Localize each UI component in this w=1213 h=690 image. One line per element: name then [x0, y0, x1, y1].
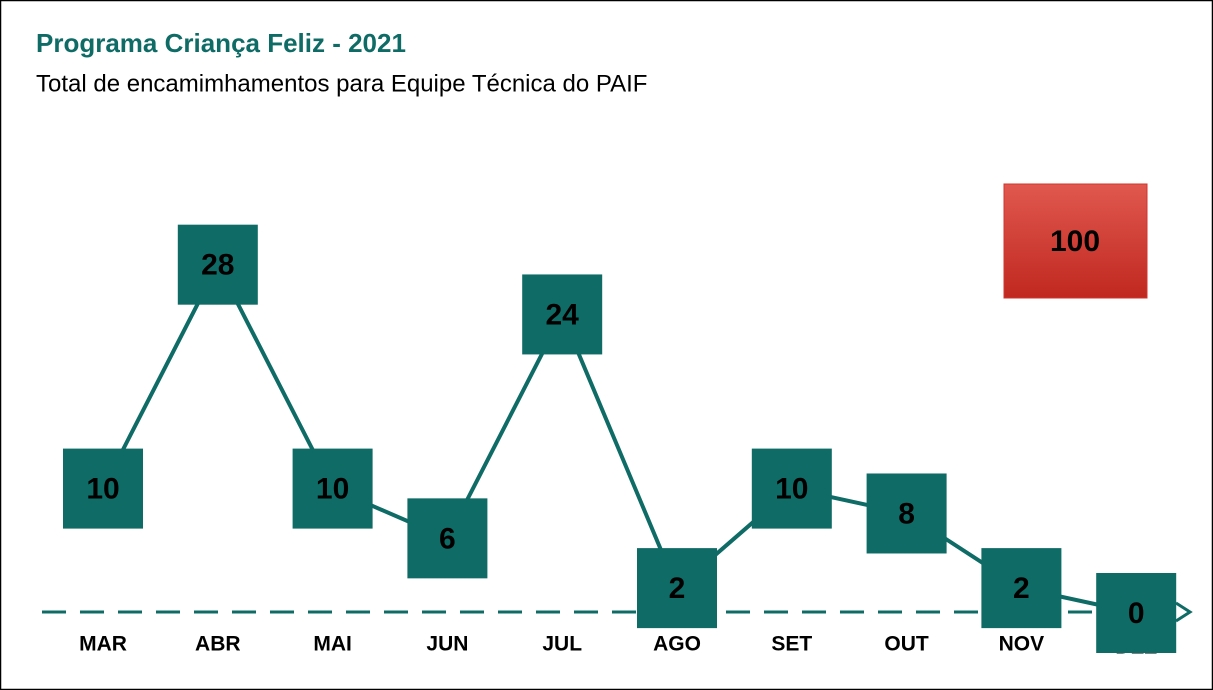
data-label: 8	[898, 497, 915, 530]
marker-box	[63, 448, 143, 529]
marker-box	[751, 448, 832, 529]
marker-box	[292, 448, 373, 529]
x-tick-label: ABR	[195, 633, 241, 656]
line	[101, 260, 1137, 615]
data-label: 10	[775, 473, 808, 506]
data-label: 24	[546, 298, 580, 331]
marker-box	[637, 548, 717, 629]
x-tick-label: SET	[771, 633, 812, 656]
data-label: 10	[86, 473, 119, 506]
x-tick-label: JUN	[426, 633, 468, 656]
marker-box	[522, 274, 603, 355]
data-label: 0	[1128, 597, 1145, 630]
data-label: 28	[201, 249, 234, 282]
x-tick-label: MAI	[313, 633, 352, 656]
data-label: 6	[439, 522, 456, 555]
total-box	[1003, 183, 1148, 299]
marker-box	[981, 548, 1062, 629]
x-tick-label: OUT	[884, 633, 929, 656]
chart-title: Programa Criança Feliz - 2021	[36, 28, 406, 58]
x-tick-label: JUL	[542, 633, 582, 656]
total-label: 100	[1050, 225, 1100, 258]
x-tick-label: MAR	[79, 633, 127, 656]
data-label: 2	[1013, 572, 1030, 605]
x-tick-label: AGO	[653, 633, 701, 656]
data-label: 10	[316, 473, 349, 506]
marker-box	[407, 498, 488, 579]
data-label: 2	[669, 572, 686, 605]
x-tick-label: NOV	[999, 633, 1045, 656]
marker-box	[177, 224, 258, 305]
baseline-arrow	[1175, 601, 1193, 623]
marker-box	[1096, 573, 1177, 653]
marker-box	[866, 473, 947, 554]
chart-subtitle: Total de encamimhamentos para Equipe Téc…	[36, 70, 647, 97]
